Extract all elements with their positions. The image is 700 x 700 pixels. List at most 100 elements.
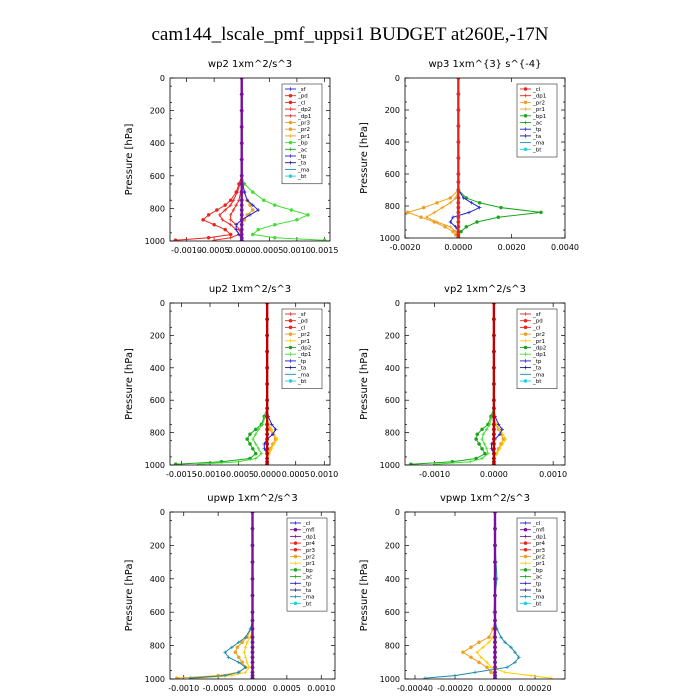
series-point-_ma (230, 645, 234, 650)
series-point-budget (492, 422, 496, 427)
series-point-budget (239, 213, 244, 217)
series-line-_pr1 (425, 78, 459, 238)
series-point-_dp2 (228, 222, 233, 227)
legend-label-_ma: _ma (532, 372, 544, 378)
legend-marker-_cl (523, 325, 528, 330)
plot-frame (169, 77, 331, 242)
series-point-_tp (269, 422, 274, 427)
series-point-budget (239, 227, 244, 232)
legend-label-_pr1: _pr1 (532, 561, 545, 567)
series-point-_pr1 (247, 665, 251, 670)
series-point-_tp (234, 227, 239, 232)
series-point-_pr1 (448, 201, 453, 205)
y-tick-label: 0 (160, 508, 165, 517)
series-point-_tp (256, 208, 261, 212)
series-point-budget (456, 215, 461, 219)
series-point-budget (239, 222, 244, 227)
series-point-budget (250, 676, 255, 679)
legend-label-_cl: _cl (302, 521, 311, 527)
legend-marker-_pr4 (523, 541, 528, 545)
series-point-budget (265, 446, 269, 451)
series-point-budget (265, 398, 269, 403)
y-tick-label: 600 (150, 396, 165, 405)
series-point-_pr1 (500, 442, 505, 446)
series-point-budget (493, 676, 497, 679)
y-tick-label: 1000 (380, 461, 400, 470)
legend-marker-_bt (293, 601, 298, 606)
legend-marker-_cl (523, 521, 528, 525)
y-tick-label: 200 (385, 331, 400, 340)
series-point-_dp2 (480, 427, 484, 432)
legend-marker-_bt (523, 379, 528, 383)
series-point-_dp2 (248, 432, 252, 437)
legend-marker-_mfl (293, 527, 298, 532)
y-axis-label: Pressure [hPa] (124, 560, 135, 632)
series-point-_pr1 (549, 676, 553, 679)
x-tick-label: 0.0010 (310, 470, 338, 479)
series-point-_dp2 (223, 208, 227, 212)
y-tick-label: 400 (150, 575, 165, 584)
legend-marker-_dp1 (293, 534, 298, 539)
y-axis-label: Pressure [hPa] (359, 560, 370, 632)
legend-marker-_dp1 (288, 352, 293, 356)
legend-marker-_pr1 (288, 339, 293, 343)
legend-marker-_pr1 (293, 561, 298, 565)
series-point-_dp1 (236, 459, 241, 464)
series-point-_pr1 (243, 655, 248, 660)
series-point-_ma (505, 665, 509, 670)
legend-marker-_pr3 (293, 548, 298, 552)
series-point-budget (250, 618, 255, 623)
series-point-_ma (423, 676, 427, 679)
legend-marker-_tp (288, 359, 293, 363)
panel-vpwp: vpwp 1xm^2/s^3 Pressure [hPa] 0 200 400 600 80… (359, 493, 566, 693)
series-point-_dp2 (231, 198, 236, 203)
legend-label-_bt: _bt (297, 379, 307, 385)
y-tick-label: 0 (395, 508, 400, 517)
series-point-budget (492, 442, 496, 446)
series-point-budget (492, 365, 496, 370)
series-point-budget (265, 406, 269, 411)
series-point-_bp (250, 190, 255, 194)
series-point-budget (265, 451, 269, 456)
series-point-budget (456, 172, 461, 176)
series-point-budget (492, 382, 496, 386)
x-tick-label: 0.0005 (282, 470, 310, 479)
series-point-_pr2 (240, 660, 244, 665)
series-point-budget (250, 577, 255, 581)
x-tick-label: 0.0000 (480, 470, 508, 479)
series-point-_dp1 (484, 427, 489, 432)
series-line-_pr2 (462, 512, 496, 679)
series-point-budget (493, 670, 497, 675)
series-group (423, 512, 553, 679)
legend-label-_pr3: _pr3 (302, 548, 316, 554)
series-line-_pr2 (176, 512, 253, 679)
series-point-_ma (188, 676, 193, 679)
x-tick-label: 0.0015 (310, 246, 338, 255)
legend-marker-_ac (293, 574, 298, 579)
legend-marker-_pr4 (293, 541, 298, 545)
legend-label-_ta: _ta (532, 134, 541, 140)
y-tick-label: 600 (150, 172, 165, 181)
legend-label-_ta: _ta (297, 366, 306, 372)
series-point-budget (456, 229, 461, 234)
x-tick-label: -0.0010 (168, 684, 199, 693)
x-tick-label: 0.0005 (273, 684, 301, 693)
legend-label-_bt: _bt (532, 601, 542, 607)
series-point-budget (492, 414, 496, 419)
series-point-_dp1 (481, 432, 486, 437)
legend-label-_tp: _tp (532, 359, 542, 365)
series-point-_tp (469, 201, 474, 205)
legend: _cl_mfl_dp1_pr4_pr3_pr2_pr1_bp_ac_tp_ta_… (516, 517, 558, 612)
series-point-_pr2 (233, 650, 238, 655)
series-point-_bp1 (475, 220, 479, 224)
series-point-_pr2 (419, 215, 423, 219)
legend-marker-_cl (293, 521, 298, 525)
legend-label-_tp: _tp (532, 581, 542, 587)
series-point-_ma (473, 670, 477, 675)
series-point-_bp (273, 203, 277, 207)
series-point-_dp2 (474, 437, 478, 441)
legend-label-_bt: _bt (532, 379, 542, 385)
series-point-_pr1 (448, 225, 453, 229)
series-point-_pr2 (469, 655, 473, 660)
series-point-budget (265, 333, 269, 338)
